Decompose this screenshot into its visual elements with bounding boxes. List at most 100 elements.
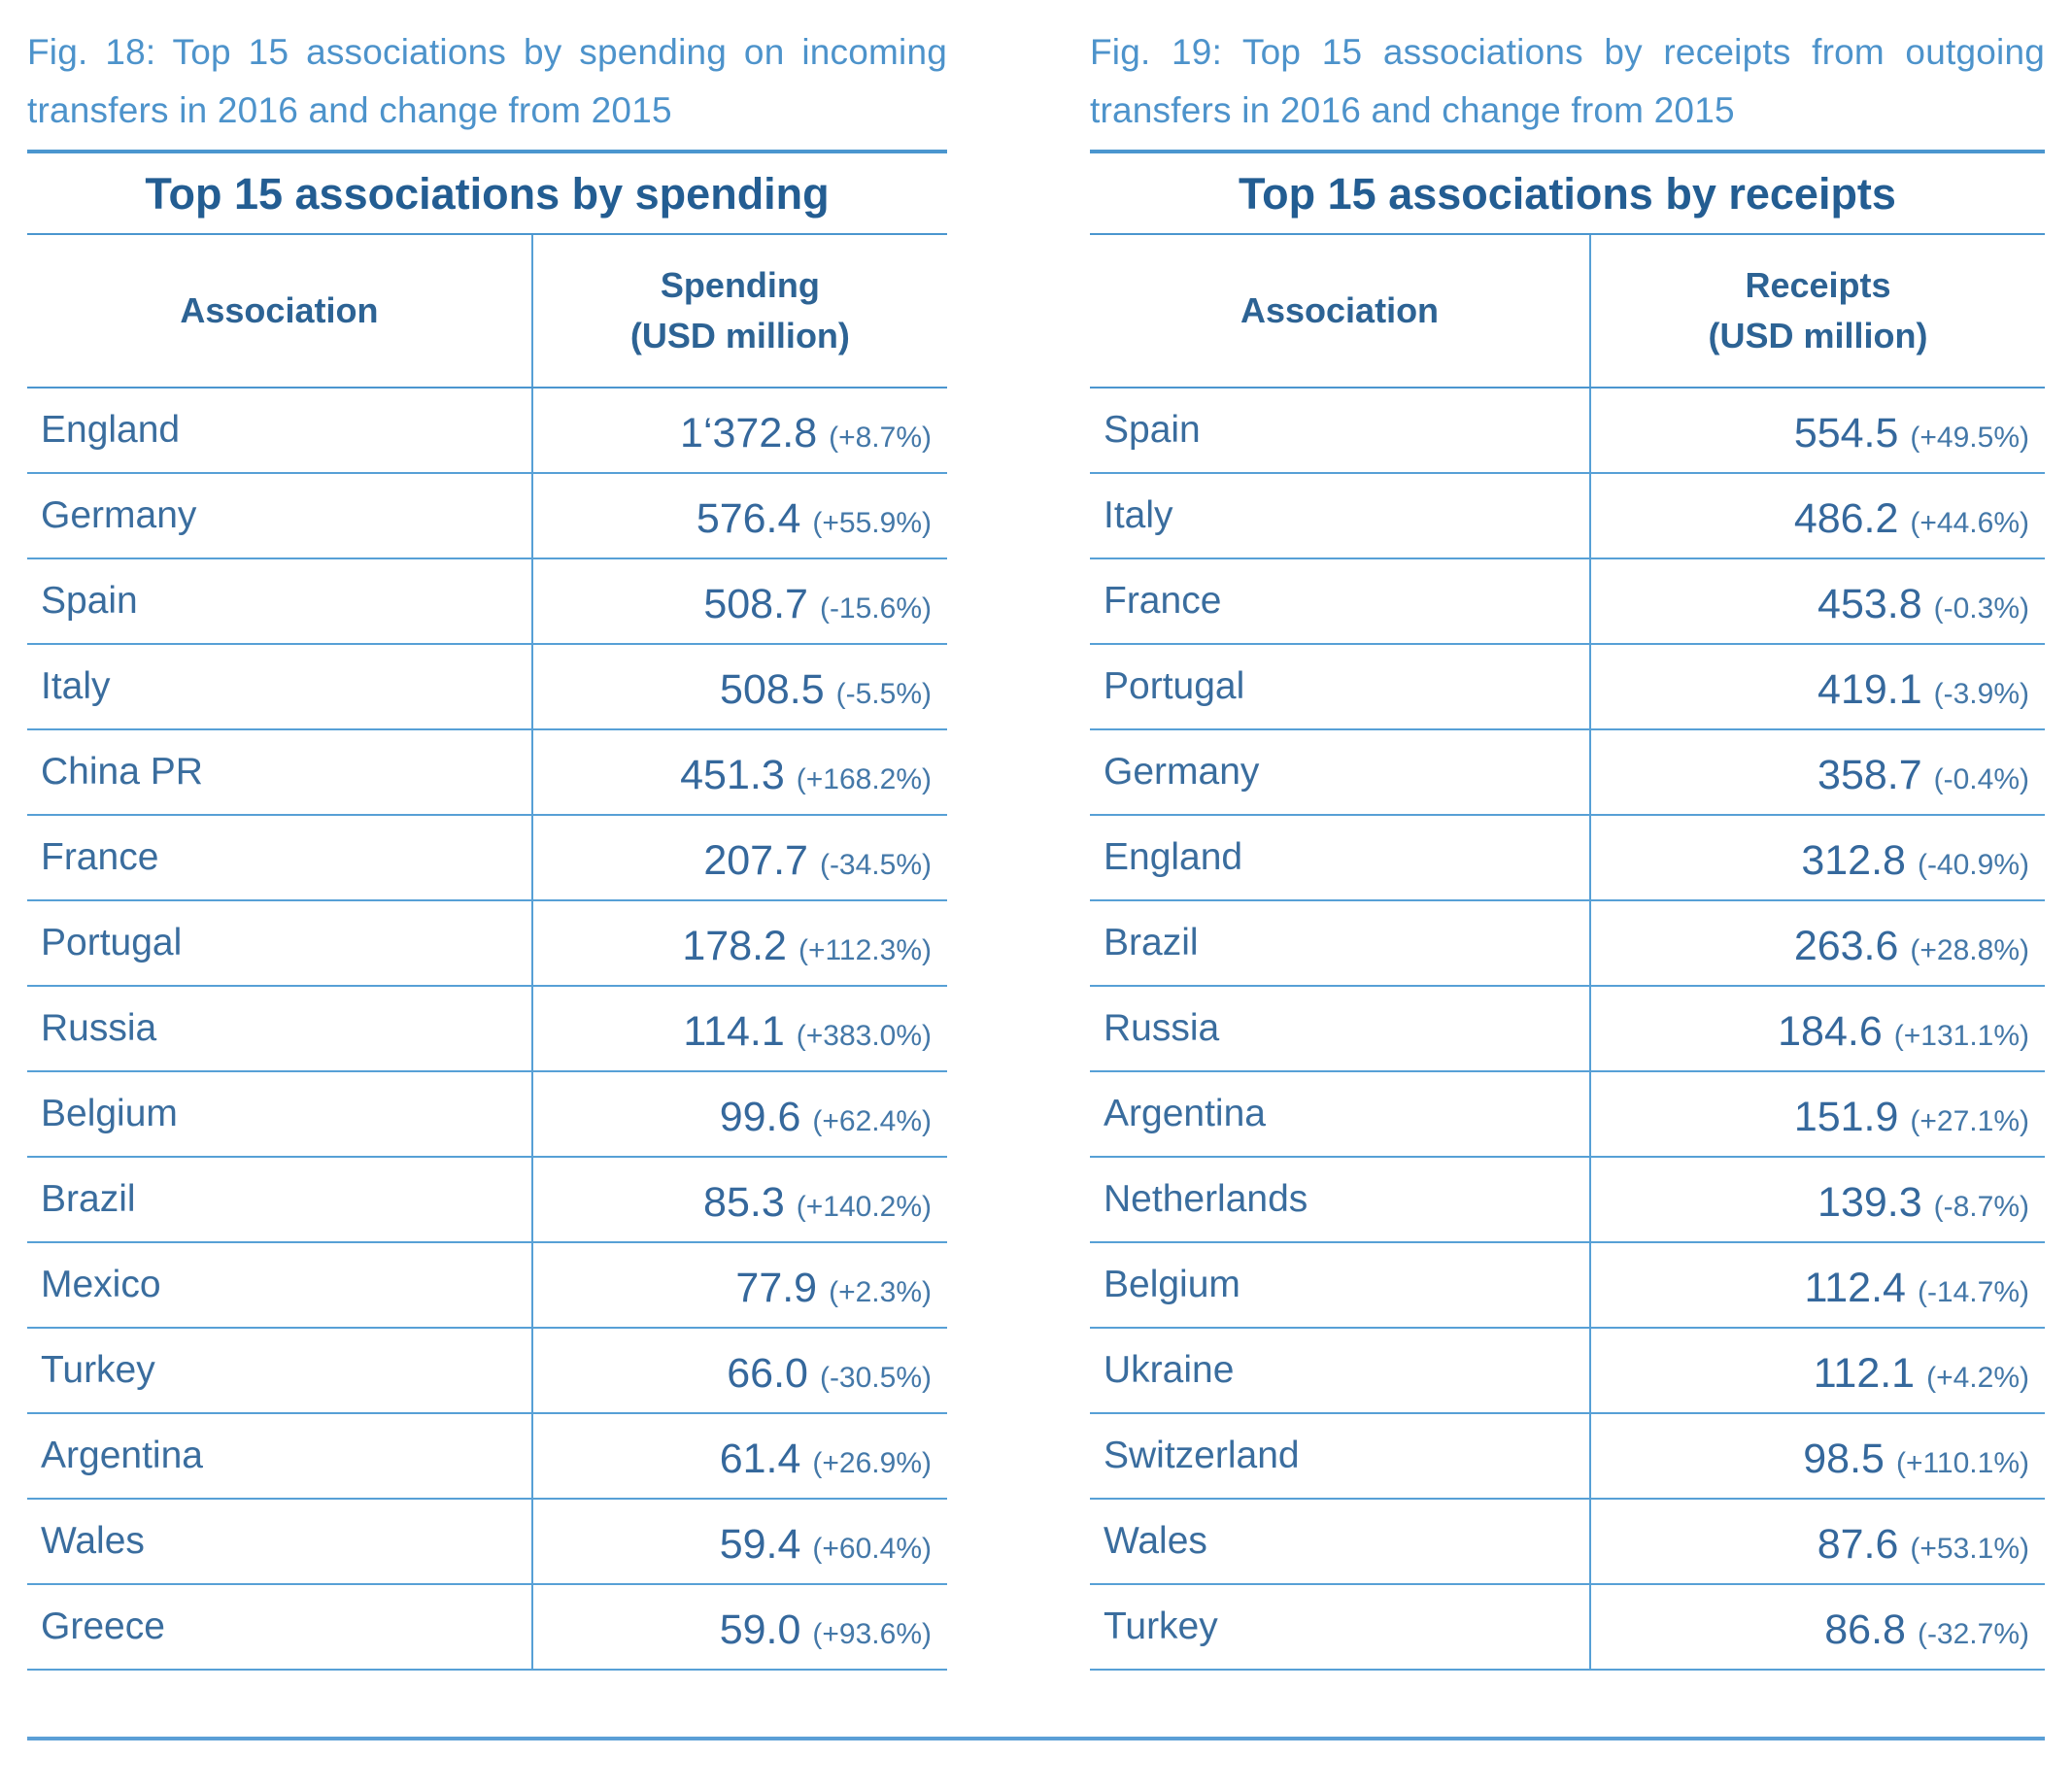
value-change: (+4.2%) [1926,1362,2029,1394]
association-cell: Spain [1090,389,1592,472]
value-amount: 178.2 [682,923,787,969]
value-change: (-40.9%) [1917,849,2029,881]
value-amount: 554.5 [1793,410,1899,456]
value-amount: 66.0 [727,1350,808,1397]
value-amount: 114.1 [683,1008,785,1055]
value-change: (-30.5%) [819,1362,932,1394]
value-cell: 486.2 (+44.6%) [1591,474,2045,558]
value-change: (-8.7%) [1933,1191,2029,1223]
association-cell: Brazil [1090,901,1592,985]
table-row: Turkey 66.0 (-30.5%) [27,1329,947,1414]
table-row: Germany 576.4 (+55.9%) [27,474,947,559]
value-amount: 358.7 [1817,752,1922,798]
value-cell: 112.1 (+4.2%) [1591,1329,2045,1412]
value-change: (+383.0%) [796,1020,932,1052]
value-cell: 86.8 (-32.7%) [1591,1585,2045,1669]
value-change: (+168.2%) [796,763,932,795]
value-change: (+60.4%) [812,1533,932,1565]
caption-divider [1090,150,2045,153]
association-cell: Russia [27,987,533,1070]
table-row: Wales 87.6 (+53.1%) [1090,1500,2045,1585]
value-amount: 59.4 [719,1521,801,1568]
value-amount: 77.9 [735,1265,818,1311]
value-column-header: Spending (USD million) [533,235,947,387]
association-cell: Mexico [27,1243,533,1327]
value-change: (+49.5%) [1910,422,2029,454]
value-amount: 263.6 [1793,923,1899,969]
table-header-row: Association Spending (USD million) [27,233,947,389]
value-cell: 61.4 (+26.9%) [533,1414,947,1498]
value-cell: 207.7 (-34.5%) [533,816,947,899]
table-row: Brazil 263.6 (+28.8%) [1090,901,2045,987]
value-amount: 453.8 [1817,581,1922,627]
table-row: Italy 486.2 (+44.6%) [1090,474,2045,559]
value-cell: 99.6 (+62.4%) [533,1072,947,1156]
value-cell: 263.6 (+28.8%) [1591,901,2045,985]
value-change: (-34.5%) [819,849,932,881]
association-cell: Netherlands [1090,1158,1592,1241]
value-change: (-0.3%) [1933,592,2029,625]
value-cell: 419.1 (-3.9%) [1591,645,2045,728]
association-cell: Argentina [1090,1072,1592,1156]
value-change: (+140.2%) [796,1191,932,1223]
association-cell: Portugal [27,901,533,985]
association-cell: Turkey [1090,1585,1592,1669]
table-row: Russia 184.6 (+131.1%) [1090,987,2045,1072]
value-change: (+131.1%) [1893,1020,2029,1052]
value-amount: 112.4 [1804,1265,1906,1311]
association-cell: Italy [1090,474,1592,558]
value-amount: 508.7 [703,581,808,627]
table-title: Top 15 associations by spending [145,169,830,219]
table-row: Netherlands 139.3 (-8.7%) [1090,1158,2045,1243]
value-amount: 419.1 [1817,666,1922,713]
value-change: (+28.8%) [1910,934,2029,966]
figure-caption-line1: Fig. 18: Top 15 associations by spending… [27,32,947,72]
value-cell: 59.0 (+93.6%) [533,1585,947,1669]
value-cell: 139.3 (-8.7%) [1591,1158,2045,1241]
table-row: Wales 59.4 (+60.4%) [27,1500,947,1585]
value-cell: 184.6 (+131.1%) [1591,987,2045,1070]
value-cell: 508.7 (-15.6%) [533,559,947,643]
value-cell: 112.4 (-14.7%) [1591,1243,2045,1327]
table-row: Portugal 419.1 (-3.9%) [1090,645,2045,730]
table-row: Portugal 178.2 (+112.3%) [27,901,947,987]
table-row: Spain 554.5 (+49.5%) [1090,389,2045,474]
association-cell: Brazil [27,1158,533,1241]
value-amount: 59.0 [719,1606,801,1653]
value-column-header-line1: Receipts [1745,265,1891,305]
table-row: France 453.8 (-0.3%) [1090,559,2045,645]
table-title: Top 15 associations by receipts [1239,169,1896,219]
value-change: (+53.1%) [1910,1533,2029,1565]
table-row: England 1‘372.8 (+8.7%) [27,389,947,474]
value-change: (+55.9%) [812,507,932,539]
value-cell: 66.0 (-30.5%) [533,1329,947,1412]
table-row: Belgium 99.6 (+62.4%) [27,1072,947,1158]
value-cell: 87.6 (+53.1%) [1591,1500,2045,1583]
value-amount: 87.6 [1817,1521,1899,1568]
value-column-header-line2: (USD million) [1708,316,1928,355]
association-cell: France [1090,559,1592,643]
value-cell: 59.4 (+60.4%) [533,1500,947,1583]
association-cell: Switzerland [1090,1414,1592,1498]
value-change: (+2.3%) [829,1276,932,1308]
association-cell: Italy [27,645,533,728]
association-cell: Greece [27,1585,533,1669]
association-cell: Russia [1090,987,1592,1070]
value-change: (+26.9%) [812,1447,932,1479]
value-cell: 576.4 (+55.9%) [533,474,947,558]
figure-caption-line2: transfers in 2016 and change from 2015 [1090,90,1735,130]
association-cell: Argentina [27,1414,533,1498]
table-row: Spain 508.7 (-15.6%) [27,559,947,645]
value-cell: 358.7 (-0.4%) [1591,730,2045,814]
value-cell: 178.2 (+112.3%) [533,901,947,985]
table-row: Ukraine 112.1 (+4.2%) [1090,1329,2045,1414]
table-row: Belgium 112.4 (-14.7%) [1090,1243,2045,1329]
table-row: Germany 358.7 (-0.4%) [1090,730,2045,816]
value-amount: 139.3 [1817,1179,1922,1226]
value-cell: 453.8 (-0.3%) [1591,559,2045,643]
value-change: (-5.5%) [835,678,932,710]
value-change: (-14.7%) [1917,1276,2029,1308]
spending-figure: Fig. 18: Top 15 associations by spending… [27,23,947,1671]
association-cell: Turkey [27,1329,533,1412]
association-column-header: Association [27,235,533,387]
